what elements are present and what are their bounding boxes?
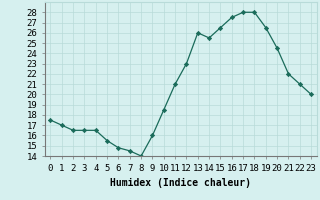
- X-axis label: Humidex (Indice chaleur): Humidex (Indice chaleur): [110, 178, 251, 188]
